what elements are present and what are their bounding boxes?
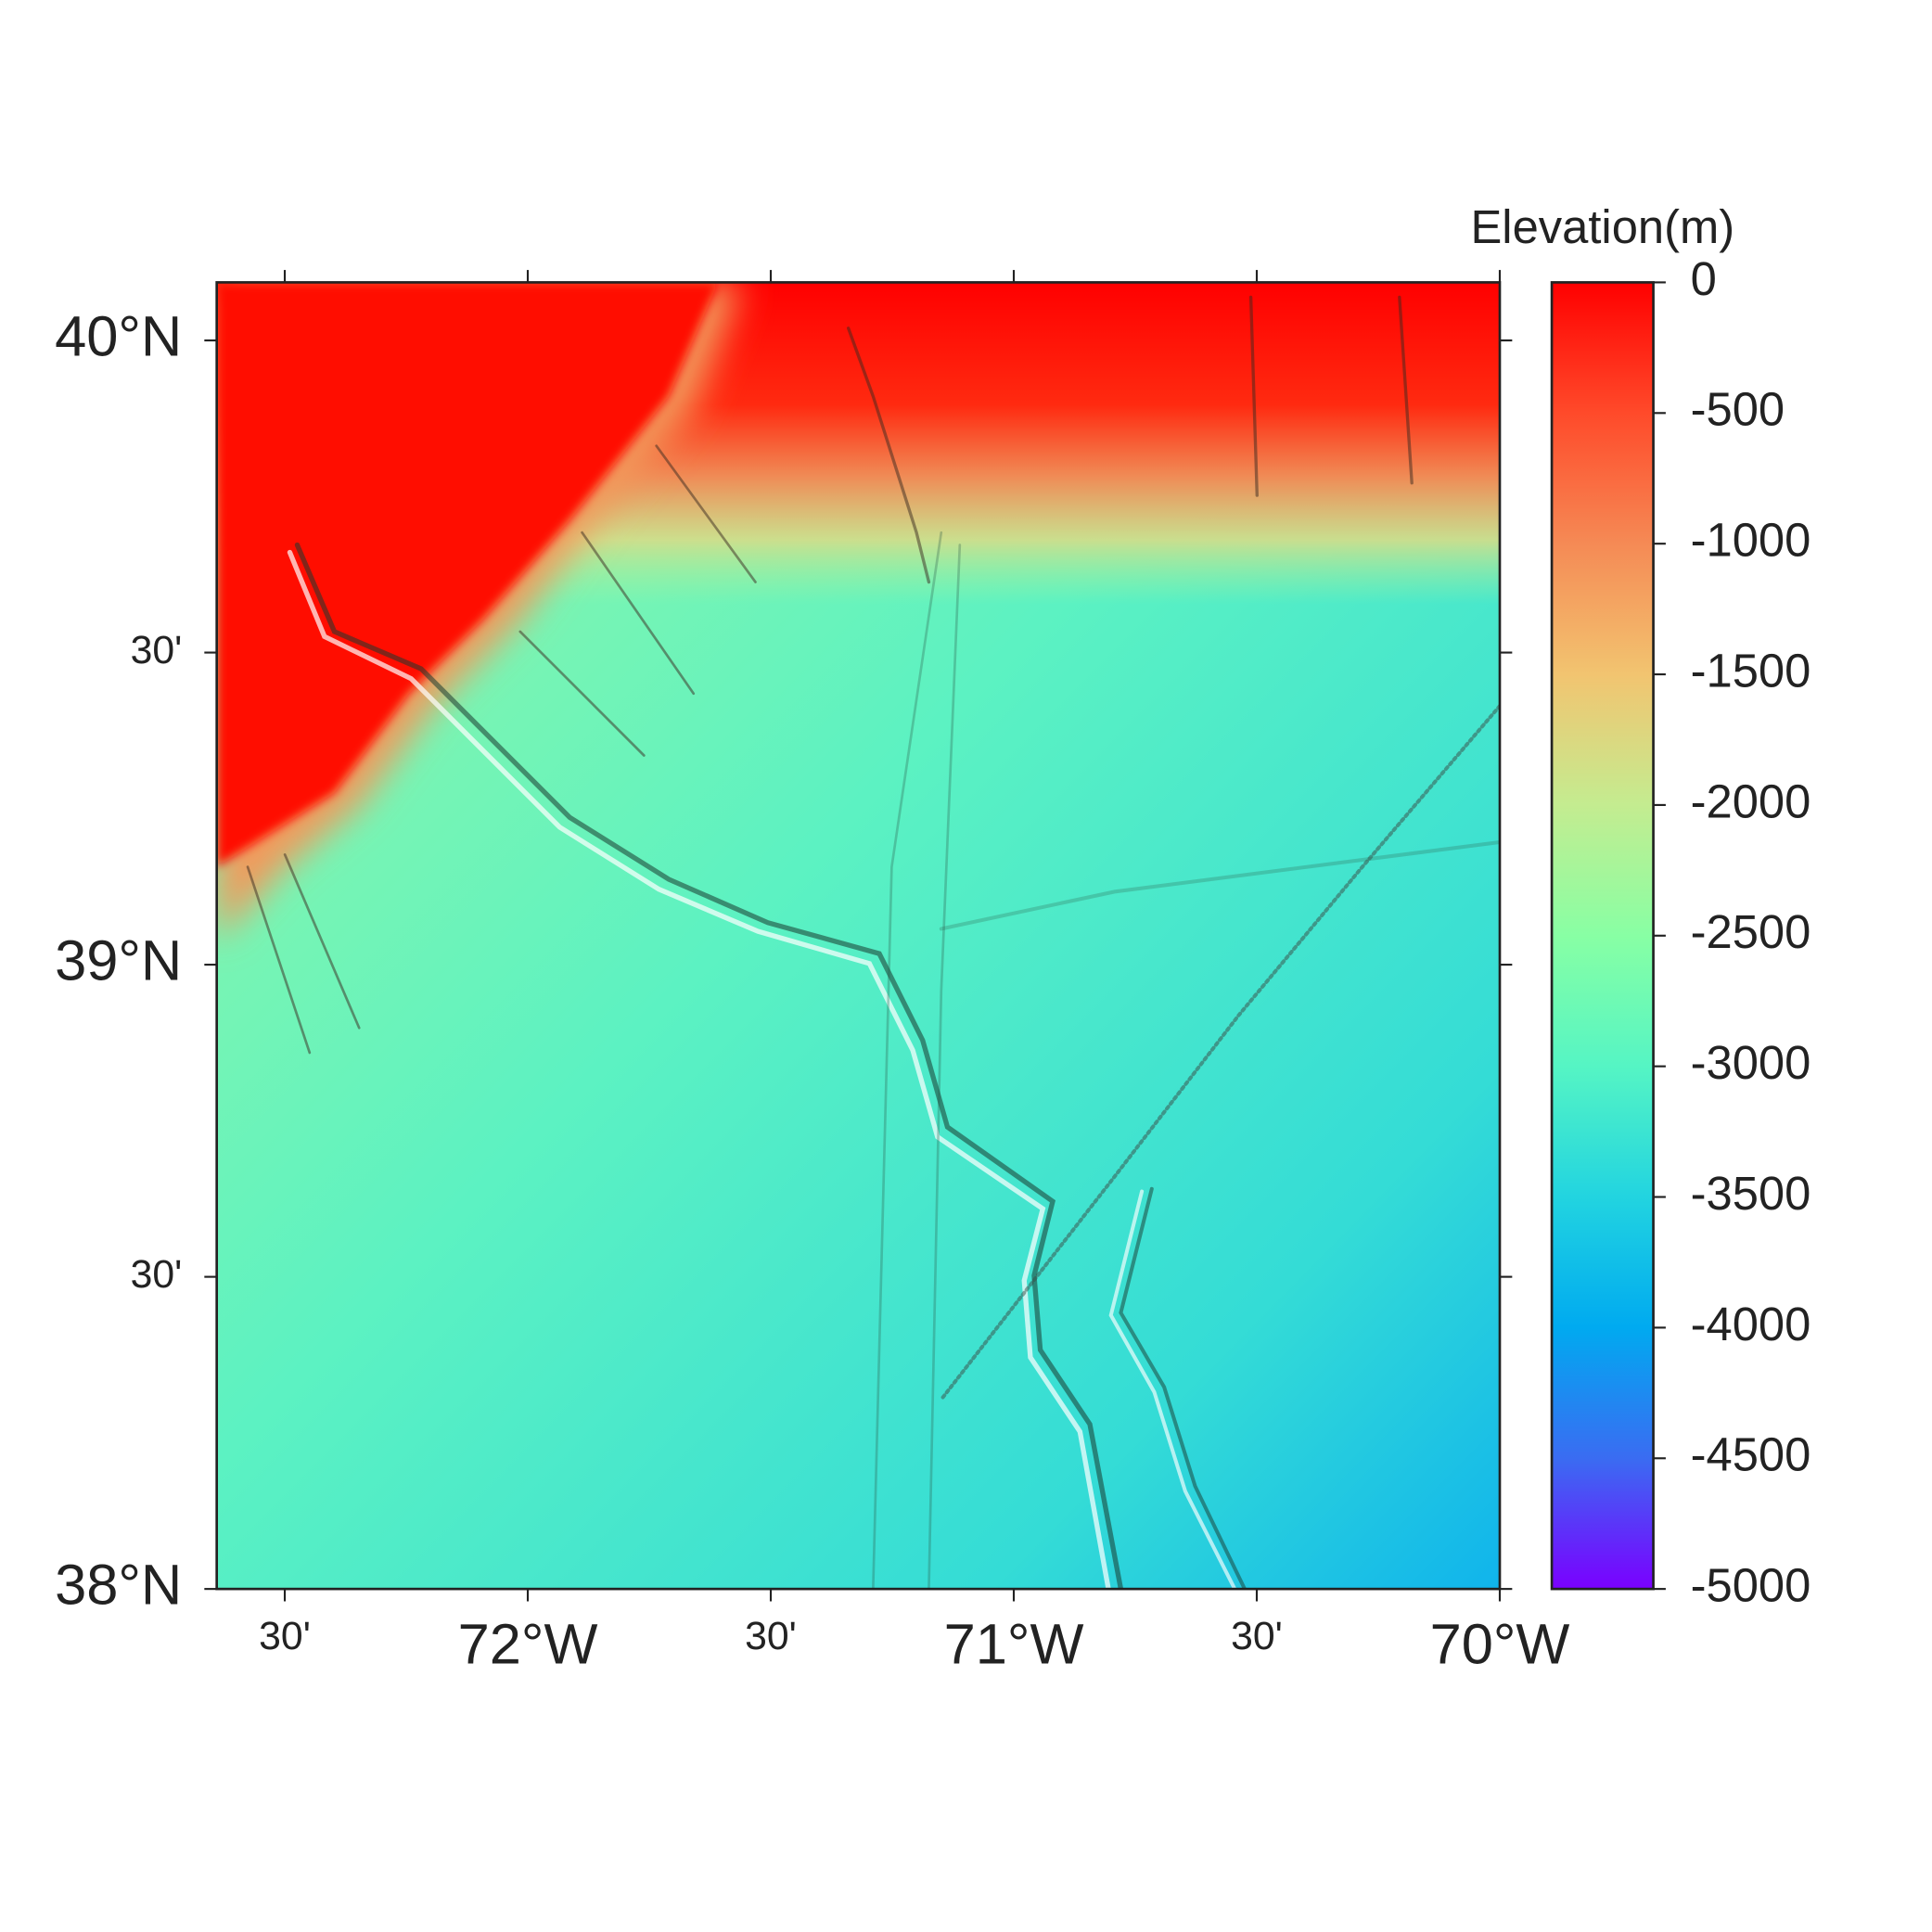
colorbar-tick-label: -2500 — [1691, 905, 1811, 958]
colorbar-tick-label: -4500 — [1691, 1428, 1811, 1481]
y-tick-label: 39°N — [55, 928, 182, 992]
x-tick-label: 30' — [745, 1614, 797, 1658]
y-tick-label: 30' — [131, 628, 183, 672]
colorbar-tick-label: -2000 — [1691, 774, 1811, 827]
colorbar-tick-label: -1500 — [1691, 644, 1811, 697]
colorbar-label: Elevation(m) — [1470, 200, 1734, 253]
x-tick-label: 70°W — [1430, 1612, 1570, 1676]
y-tick-label: 40°N — [55, 304, 182, 368]
y-tick-label: 38°N — [55, 1553, 182, 1617]
x-tick-label: 30' — [259, 1614, 311, 1658]
colorbar-tick-label: -5000 — [1691, 1559, 1811, 1612]
colorbar-tick-label: -4000 — [1691, 1298, 1811, 1350]
x-tick-label: 71°W — [944, 1612, 1084, 1676]
colorbar — [1550, 281, 1655, 1591]
colorbar-tick-label: -3500 — [1691, 1167, 1811, 1220]
x-tick-label: 30' — [1231, 1614, 1283, 1658]
bathymetry-image — [216, 282, 1500, 1590]
colorbar-tick-label: -3000 — [1691, 1036, 1811, 1089]
colorbar-tick-label: -1000 — [1691, 514, 1811, 567]
x-tick-label: 72°W — [458, 1612, 598, 1676]
colorbar-tick-label: -500 — [1691, 383, 1785, 436]
map-frame — [215, 281, 1502, 1591]
y-tick-label: 30' — [131, 1252, 183, 1297]
colorbar-tick-label: 0 — [1691, 252, 1717, 305]
